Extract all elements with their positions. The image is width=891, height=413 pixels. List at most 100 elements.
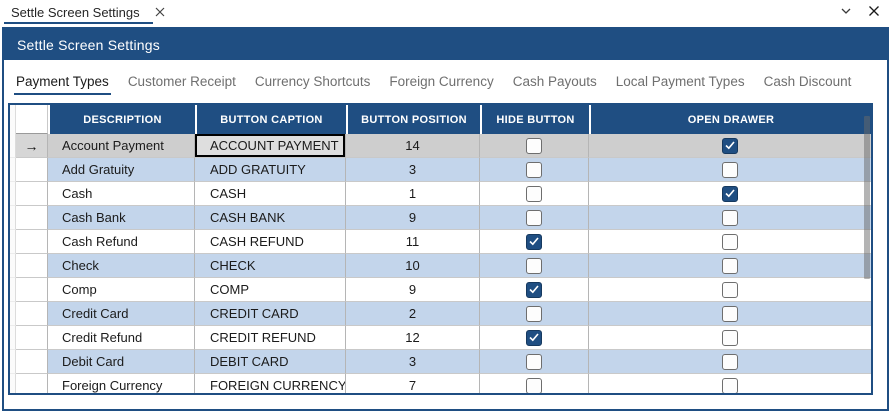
row-header-cell[interactable]	[16, 254, 48, 278]
cell-button-caption[interactable]: DEBIT CARD	[195, 350, 346, 374]
hide-button-checkbox-checked[interactable]	[526, 329, 542, 346]
open-drawer-checkbox-unchecked[interactable]	[722, 257, 738, 274]
row-header-cell[interactable]	[16, 182, 48, 206]
open-drawer-checkbox-unchecked[interactable]	[722, 377, 738, 393]
hide-button-checkbox-unchecked[interactable]	[526, 185, 542, 202]
row-header-cell[interactable]	[16, 158, 48, 182]
table-row[interactable]: Credit Refund CREDIT REFUND 12	[10, 326, 871, 350]
cell-hide-button[interactable]	[480, 326, 589, 350]
row-header-cell[interactable]	[16, 374, 48, 393]
cell-button-position[interactable]: 9	[346, 206, 480, 230]
hide-button-checkbox-unchecked[interactable]	[526, 257, 542, 274]
table-row[interactable]: Cash Bank CASH BANK 9	[10, 206, 871, 230]
cell-open-drawer[interactable]	[589, 326, 871, 350]
cell-description[interactable]: Account Payment	[48, 134, 195, 158]
open-drawer-checkbox-checked[interactable]	[722, 137, 738, 154]
cell-button-position[interactable]: 9	[346, 278, 480, 302]
hide-button-checkbox-checked[interactable]	[526, 233, 542, 250]
row-header-cell[interactable]	[16, 302, 48, 326]
table-row[interactable]: Comp COMP 9	[10, 278, 871, 302]
hide-button-checkbox-checked[interactable]	[526, 281, 542, 298]
open-drawer-checkbox-unchecked[interactable]	[722, 233, 738, 250]
cell-hide-button[interactable]	[480, 206, 589, 230]
open-drawer-checkbox-unchecked[interactable]	[722, 305, 738, 322]
cell-hide-button[interactable]	[480, 182, 589, 206]
cell-description[interactable]: Foreign Currency	[48, 374, 195, 393]
cell-open-drawer[interactable]	[589, 182, 871, 206]
table-row[interactable]: Foreign Currency FOREIGN CURRENCY 7	[10, 374, 871, 393]
cell-button-caption[interactable]: CREDIT CARD	[195, 302, 346, 326]
row-header-cell[interactable]	[16, 350, 48, 374]
tab-customer-receipt[interactable]: Customer Receipt	[127, 74, 236, 89]
open-drawer-checkbox-unchecked[interactable]	[722, 329, 738, 346]
tab-foreign-currency[interactable]: Foreign Currency	[389, 74, 494, 89]
document-tab-settle-screen-settings[interactable]: Settle Screen Settings	[4, 0, 174, 24]
cell-button-caption[interactable]: CREDIT REFUND	[195, 326, 346, 350]
tab-local-payment-types[interactable]: Local Payment Types	[615, 74, 745, 89]
cell-button-caption[interactable]: ADD GRATUITY	[195, 158, 346, 182]
chevron-down-icon[interactable]	[837, 2, 855, 20]
cell-open-drawer[interactable]	[589, 206, 871, 230]
row-header-cell[interactable]	[16, 230, 48, 254]
cell-button-position[interactable]: 7	[346, 374, 480, 393]
cell-description[interactable]: Debit Card	[48, 350, 195, 374]
cell-button-position[interactable]: 1	[346, 182, 480, 206]
cell-description[interactable]: Cash	[48, 182, 195, 206]
cell-description[interactable]: Credit Refund	[48, 326, 195, 350]
column-header-description[interactable]: DESCRIPTION	[48, 105, 195, 134]
cell-hide-button[interactable]	[480, 230, 589, 254]
tab-payment-types[interactable]: Payment Types	[14, 72, 111, 95]
column-header-open-drawer[interactable]: OPEN DRAWER	[589, 105, 871, 134]
cell-open-drawer[interactable]	[589, 158, 871, 182]
cell-button-position[interactable]: 3	[346, 350, 480, 374]
cell-description[interactable]: Check	[48, 254, 195, 278]
hide-button-checkbox-unchecked[interactable]	[526, 161, 542, 178]
cell-open-drawer[interactable]	[589, 302, 871, 326]
cell-button-position[interactable]: 14	[346, 134, 480, 158]
hide-button-checkbox-unchecked[interactable]	[526, 137, 542, 154]
hide-button-checkbox-unchecked[interactable]	[526, 305, 542, 322]
row-header-cell[interactable]	[16, 326, 48, 350]
table-row[interactable]: Check CHECK 10	[10, 254, 871, 278]
cell-button-position[interactable]: 2	[346, 302, 480, 326]
open-drawer-checkbox-unchecked[interactable]	[722, 353, 738, 370]
table-row[interactable]: Cash Refund CASH REFUND 11	[10, 230, 871, 254]
open-drawer-checkbox-unchecked[interactable]	[722, 281, 738, 298]
cell-open-drawer[interactable]	[589, 374, 871, 393]
cell-hide-button[interactable]	[480, 254, 589, 278]
cell-hide-button[interactable]	[480, 350, 589, 374]
tab-currency-shortcuts[interactable]: Currency Shortcuts	[254, 74, 371, 89]
row-header-cell[interactable]	[16, 278, 48, 302]
tab-cash-discount[interactable]: Cash Discount	[763, 74, 852, 89]
close-icon[interactable]	[865, 2, 883, 20]
row-header-cell[interactable]	[16, 206, 48, 230]
cell-button-caption[interactable]: CASH	[195, 182, 346, 206]
open-drawer-checkbox-unchecked[interactable]	[722, 209, 738, 226]
cell-button-position[interactable]: 11	[346, 230, 480, 254]
cell-hide-button[interactable]	[480, 158, 589, 182]
cell-open-drawer[interactable]	[589, 134, 871, 158]
column-header-hide-button[interactable]: HIDE BUTTON	[480, 105, 589, 134]
tab-close-icon[interactable]	[154, 6, 166, 18]
cell-description[interactable]: Cash Refund	[48, 230, 195, 254]
cell-open-drawer[interactable]	[589, 254, 871, 278]
cell-button-caption[interactable]: CASH BANK	[195, 206, 346, 230]
cell-description[interactable]: Credit Card	[48, 302, 195, 326]
open-drawer-checkbox-unchecked[interactable]	[722, 161, 738, 178]
table-row[interactable]: Credit Card CREDIT CARD 2	[10, 302, 871, 326]
table-row[interactable]: → Account Payment ACCOUNT PAYMENT 14	[10, 134, 871, 158]
column-header-button-caption[interactable]: BUTTON CAPTION	[195, 105, 346, 134]
cell-description[interactable]: Comp	[48, 278, 195, 302]
hide-button-checkbox-unchecked[interactable]	[526, 377, 542, 393]
cell-hide-button[interactable]	[480, 302, 589, 326]
cell-hide-button[interactable]	[480, 278, 589, 302]
cell-button-caption[interactable]: ACCOUNT PAYMENT	[195, 134, 346, 158]
hide-button-checkbox-unchecked[interactable]	[526, 353, 542, 370]
table-row[interactable]: Debit Card DEBIT CARD 3	[10, 350, 871, 374]
cell-open-drawer[interactable]	[589, 230, 871, 254]
table-row[interactable]: Add Gratuity ADD GRATUITY 3	[10, 158, 871, 182]
table-row[interactable]: Cash CASH 1	[10, 182, 871, 206]
cell-open-drawer[interactable]	[589, 350, 871, 374]
hide-button-checkbox-unchecked[interactable]	[526, 209, 542, 226]
cell-open-drawer[interactable]	[589, 278, 871, 302]
